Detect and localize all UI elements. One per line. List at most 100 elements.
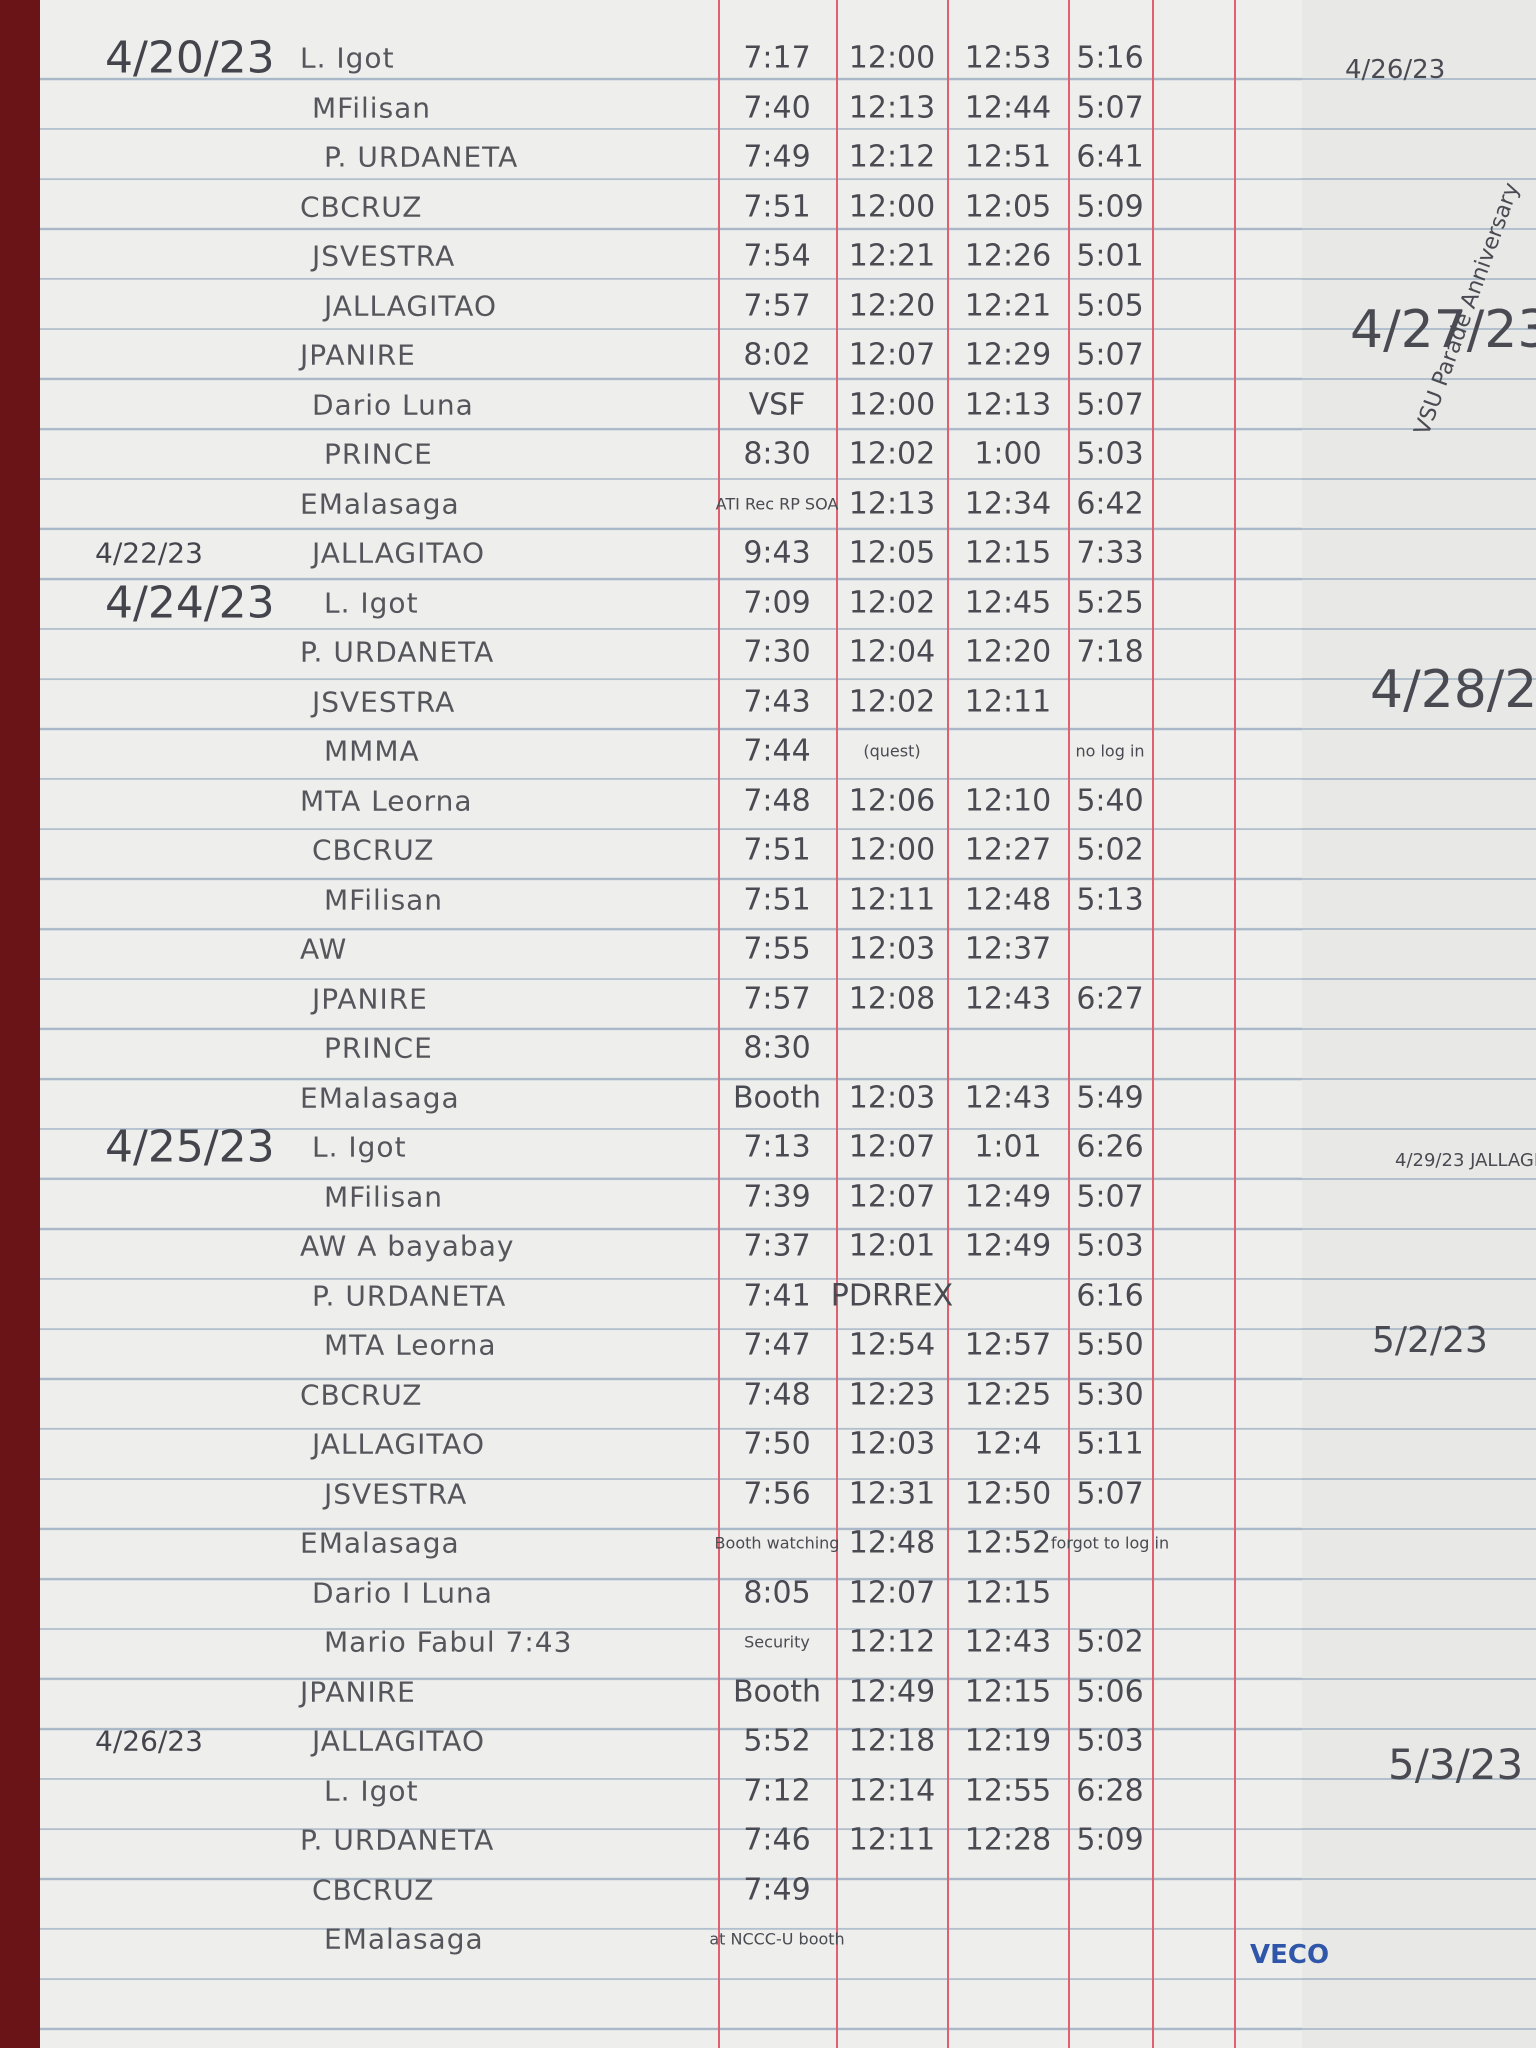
time-entry: 5:49 [1076,1080,1144,1115]
employee-name: Dario I Luna [312,1576,493,1609]
employee-name: Mario Fabul 7:43 [324,1625,573,1659]
employee-name: CBCRUZ [300,190,423,223]
time-entry: 12:03 [848,931,936,967]
time-entry: 12:51 [964,139,1052,175]
time-entry: 5:16 [1076,40,1144,76]
time-entry: 12:02 [848,585,936,620]
right-page [1302,0,1536,2048]
time-entry: 5:03 [1076,1723,1144,1759]
time-entry: 7:46 [743,1822,811,1858]
time-entry: 12:45 [964,585,1052,620]
time-entry: 12:10 [964,783,1052,818]
column-rule [836,0,838,2048]
time-entry: 12:49 [964,1228,1052,1264]
time-entry: 12:28 [964,1822,1052,1858]
employee-name: L. Igot [324,1774,419,1807]
time-entry: 1:00 [974,436,1042,472]
time-entry: 5:07 [1076,1476,1144,1511]
time-entry: 7:17 [743,40,811,76]
time-entry: 12:07 [848,1575,936,1610]
time-entry: 12:20 [848,288,936,323]
time-entry: 9:43 [743,535,811,571]
time-entry: 12:18 [848,1723,936,1759]
employee-name: JSVESTRA [312,685,456,718]
employee-name: JALLAGITAO [312,1724,486,1758]
book-cover [0,0,40,2048]
time-entry: 5:52 [743,1723,811,1759]
time-entry: 7:13 [743,1129,811,1165]
time-entry: 12:43 [964,1624,1052,1660]
time-entry: 5:03 [1076,1228,1144,1264]
time-entry: 8:02 [743,337,811,373]
time-entry: 12:21 [964,288,1052,323]
time-entry: 12:07 [848,1129,936,1165]
column-rule [1152,0,1154,2048]
time-entry: 7:48 [743,783,811,818]
employee-name: EMalasaga [300,487,460,520]
time-entry: 5:30 [1076,1377,1144,1412]
employee-name: P. URDANETA [300,635,495,669]
time-entry: 12:21 [848,238,936,274]
time-entry: 12:11 [848,1822,936,1858]
time-entry: 7:39 [743,1179,811,1214]
time-entry: 5:50 [1076,1327,1144,1363]
employee-name: MFilisan [324,1180,444,1213]
time-entry: 12:4 [974,1426,1042,1462]
time-entry: 12:12 [848,139,936,175]
time-entry: 12:13 [848,90,936,125]
time-entry: 6:26 [1076,1129,1144,1165]
time-entry: 12:02 [848,684,936,719]
time-entry: 6:16 [1076,1278,1144,1313]
employee-name: CBCRUZ [300,1378,423,1411]
time-entry: 7:51 [743,832,811,868]
time-entry: 5:11 [1076,1426,1144,1462]
time-entry: 7:49 [743,139,811,175]
time-entry: 12:29 [964,337,1052,373]
time-entry: 7:51 [743,189,811,224]
time-entry: 7:43 [743,684,811,719]
time-entry: 5:05 [1076,288,1144,323]
time-entry: ATI Rec RP SOA [715,494,839,513]
time-entry: 6:27 [1076,981,1144,1016]
time-entry: 5:02 [1076,1624,1144,1660]
time-entry: 12:01 [848,1228,936,1264]
side-note: 5/2/23 [1372,1320,1488,1361]
employee-name: MFilisan [324,883,444,916]
time-entry: 6:41 [1076,139,1144,175]
time-entry: Security [744,1632,810,1652]
column-rule [947,0,949,2048]
time-entry: 5:06 [1076,1674,1144,1709]
time-entry: Booth watching [714,1533,840,1553]
time-entry: (quest) [863,741,921,761]
employee-name: L. Igot [312,1130,407,1164]
time-entry: Booth [732,1674,822,1709]
time-entry: 12:12 [848,1624,936,1660]
employee-name: CBCRUZ [312,833,435,867]
employee-name: PRINCE [324,1031,433,1065]
time-entry: 5:07 [1076,90,1144,125]
employee-name: JALLAGITAO [312,1427,486,1461]
side-note: 5/3/23 [1388,1740,1524,1789]
employee-name: EMalasaga [324,1922,484,1956]
employee-name: CBCRUZ [312,1873,435,1906]
time-entry: 7:55 [743,931,811,967]
employee-name: JALLAGITAO [312,536,486,570]
time-entry: 7:50 [743,1426,811,1462]
time-entry: 7:33 [1076,535,1144,571]
time-entry: 12:02 [848,436,936,472]
time-entry: 12:44 [964,90,1052,125]
time-entry: 12:48 [964,882,1052,917]
time-entry: 5:07 [1076,337,1144,373]
time-entry: 12:05 [848,535,936,571]
time-entry: 5:07 [1076,387,1144,422]
time-entry: 8:30 [743,436,811,472]
time-entry: 5:25 [1076,585,1144,620]
time-entry: 12:31 [848,1476,936,1511]
time-entry: 1:01 [974,1129,1042,1165]
brand-logo: VECO [1250,1940,1330,1970]
time-entry: 12:07 [848,337,936,373]
time-entry: 12:13 [964,387,1052,422]
employee-name: P. URDANETA [324,140,519,174]
time-entry: 12:50 [964,1476,1052,1511]
